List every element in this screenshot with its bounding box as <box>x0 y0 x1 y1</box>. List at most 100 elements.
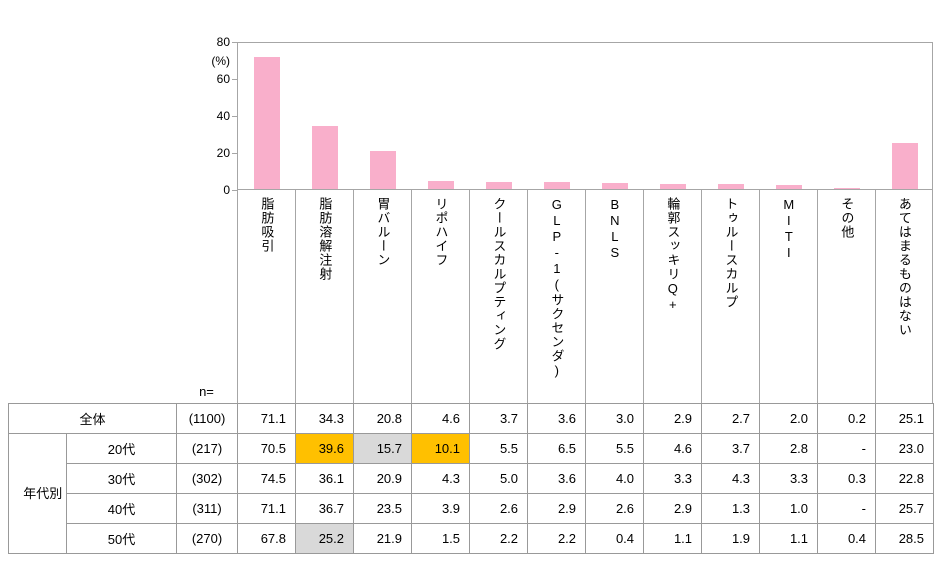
value-cell: 71.1 <box>237 403 297 434</box>
age-label-cell: 50代 <box>65 523 178 554</box>
category-label-text: 脂肪溶解注射 <box>317 197 333 281</box>
category-label: トゥルースカルプ <box>701 190 759 403</box>
value-cell: 36.1 <box>295 463 355 494</box>
value-cell: 3.3 <box>643 463 703 494</box>
table-body: 全体 (1100) 71.1 34.3 20.8 4.6 3.7 3.6 3.0 2.9 2.7 2.… <box>7 403 935 554</box>
data-table: 全体 (1100) 71.1 34.3 20.8 4.6 3.7 3.6 3.0 2.9 2.7 2.… <box>7 403 935 554</box>
value-cell: 15.7 <box>353 433 413 464</box>
category-labels: 脂肪吸引 脂肪溶解注射 胃バルーン リポハイフ クールスカルプティング GLP-1(サクセ… <box>237 190 934 403</box>
value-cell: 21.9 <box>353 523 413 554</box>
category-label-text: クールスカルプティング <box>491 197 507 351</box>
value-cell: 2.2 <box>527 523 587 554</box>
chart-bar <box>602 183 628 189</box>
value-cell: 2.0 <box>759 403 819 434</box>
value-cell: 2.2 <box>469 523 529 554</box>
value-cell: 1.1 <box>643 523 703 554</box>
value-cell: 4.0 <box>585 463 645 494</box>
n-value-cell: (217) <box>176 433 239 464</box>
category-label-text: BNLS <box>607 197 623 261</box>
value-cell: 25.2 <box>295 523 355 554</box>
category-label: MITI <box>759 190 817 403</box>
chart-plot-area <box>237 42 933 190</box>
category-label: クールスカルプティング <box>469 190 527 403</box>
value-cell: 2.8 <box>759 433 819 464</box>
value-cell: 3.0 <box>585 403 645 434</box>
category-label: 胃バルーン <box>353 190 411 403</box>
y-axis-unit-label: (%) <box>211 54 230 68</box>
value-cell: 4.3 <box>411 463 471 494</box>
value-cell: 6.5 <box>527 433 587 464</box>
value-cell: 2.6 <box>469 493 529 524</box>
y-axis-tick-label: 20 <box>216 146 230 160</box>
chart-bar <box>370 150 396 189</box>
category-label-text: GLP-1(サクセンダ) <box>549 197 565 379</box>
value-cell: 5.5 <box>585 433 645 464</box>
value-cell: 20.8 <box>353 403 413 434</box>
chart-bar <box>428 180 454 189</box>
n-value-cell: (270) <box>176 523 239 554</box>
table-row: 30代 (302) 74.5 36.1 20.9 4.3 5.0 3.6 4.0 3.3 4.3 3.… <box>9 463 935 494</box>
value-cell: - <box>817 493 877 524</box>
category-label: GLP-1(サクセンダ) <box>527 190 585 403</box>
value-cell: 5.5 <box>469 433 529 464</box>
value-cell: 3.7 <box>701 433 761 464</box>
category-label-text: その他 <box>839 197 855 239</box>
value-cell: 2.9 <box>643 493 703 524</box>
chart-bar <box>718 184 744 189</box>
value-cell: 70.5 <box>237 433 297 464</box>
value-cell: 39.6 <box>295 433 355 464</box>
chart-bar <box>892 142 918 189</box>
value-cell: 28.5 <box>875 523 935 554</box>
y-axis-tick-label: 60 <box>216 72 230 86</box>
value-cell: 25.7 <box>875 493 935 524</box>
value-cell: - <box>817 433 877 464</box>
value-cell: 36.7 <box>295 493 355 524</box>
value-cell: 0.2 <box>817 403 877 434</box>
value-cell: 4.3 <box>701 463 761 494</box>
value-cell: 3.6 <box>527 403 587 434</box>
y-axis-tickmark <box>232 79 237 80</box>
value-cell: 67.8 <box>237 523 297 554</box>
category-label: あてはまるものはない <box>875 190 933 403</box>
value-cell: 5.0 <box>469 463 529 494</box>
chart-y-axis: (%) 0 20 40 60 80 <box>0 0 237 200</box>
category-label: その他 <box>817 190 875 403</box>
chart-bar <box>486 182 512 189</box>
table-row: 年代別 20代 (217) 70.5 39.6 15.7 10.1 5.5 6.5 5.5 4.6 3… <box>8 433 935 554</box>
value-cell: 1.3 <box>701 493 761 524</box>
chart-bar <box>544 182 570 189</box>
value-cell: 2.6 <box>585 493 645 524</box>
value-cell: 2.9 <box>527 493 587 524</box>
value-cell: 25.1 <box>875 403 935 434</box>
y-axis-tickmark <box>232 153 237 154</box>
value-cell: 4.6 <box>643 433 703 464</box>
age-label-cell: 40代 <box>65 493 178 524</box>
group-label-cell: 年代別 <box>8 433 67 554</box>
category-label: リポハイフ <box>411 190 469 403</box>
category-label: 輪郭スッキリQ+ <box>643 190 701 403</box>
value-cell: 10.1 <box>411 433 471 464</box>
category-label: BNLS <box>585 190 643 403</box>
value-cell: 1.1 <box>759 523 819 554</box>
category-label-text: 胃バルーン <box>375 197 391 267</box>
age-label-cell: 30代 <box>65 463 178 494</box>
table-row: 40代 (311) 71.1 36.7 23.5 3.9 2.6 2.9 2.6 2.9 1.3 1.… <box>9 493 935 524</box>
y-axis-tick-label: 0 <box>223 183 230 197</box>
n-value-cell: (311) <box>176 493 239 524</box>
value-cell: 4.6 <box>411 403 471 434</box>
y-axis-tickmark <box>232 190 237 191</box>
value-cell: 3.7 <box>469 403 529 434</box>
value-cell: 3.6 <box>527 463 587 494</box>
chart-bar <box>776 185 802 189</box>
value-cell: 22.8 <box>875 463 935 494</box>
category-label-text: リポハイフ <box>433 197 449 267</box>
value-cell: 1.0 <box>759 493 819 524</box>
category-label: 脂肪溶解注射 <box>295 190 353 403</box>
age-label-cell: 20代 <box>65 433 178 464</box>
value-cell: 2.7 <box>701 403 761 434</box>
value-cell: 0.4 <box>585 523 645 554</box>
chart-bar <box>834 188 860 189</box>
value-cell: 74.5 <box>237 463 297 494</box>
value-cell: 1.5 <box>411 523 471 554</box>
